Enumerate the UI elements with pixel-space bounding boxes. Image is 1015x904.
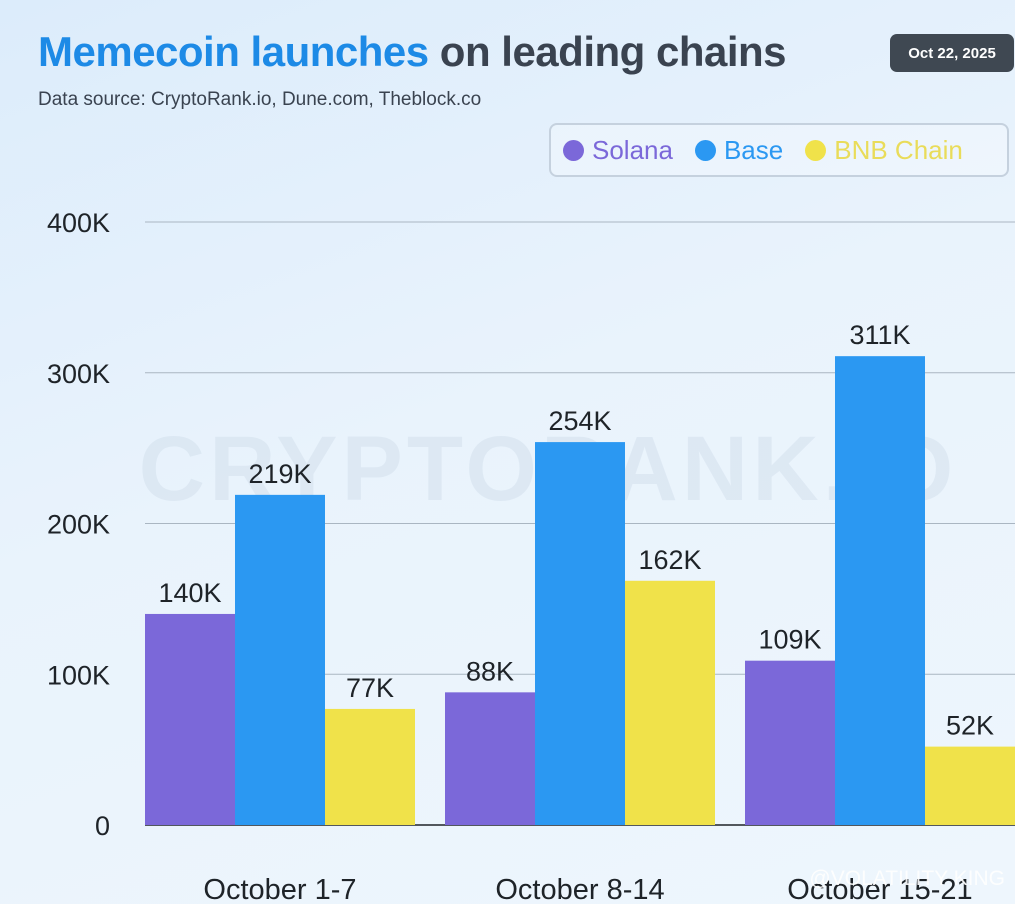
chart-legend: Solana Base BNB Chain xyxy=(549,123,1009,177)
bar-value-label: 77K xyxy=(346,673,394,703)
y-tick-label: 200K xyxy=(47,510,110,540)
x-category-label: October 1-7 xyxy=(203,874,356,904)
y-tick-label: 400K xyxy=(47,208,110,238)
y-tick-label: 0 xyxy=(95,811,110,841)
bar-base xyxy=(535,442,625,825)
bar-value-label: 311K xyxy=(849,320,910,350)
value-labels: 140K 219K 77K 88K 254K 162K 109K 311K 52K xyxy=(158,320,994,740)
bar-bnb-chain xyxy=(325,708,415,825)
legend-item-bnb-chain: BNB Chain xyxy=(805,135,963,166)
y-tick-label: 100K xyxy=(47,660,110,690)
bar-bnb-chain xyxy=(925,746,1015,825)
bar-base xyxy=(235,494,325,825)
y-axis: 0 100K 200K 300K 400K xyxy=(47,208,110,841)
bar-solana xyxy=(145,613,235,825)
x-category-label: October 8-14 xyxy=(495,874,664,904)
bar-value-label: 254K xyxy=(548,406,611,436)
bar-value-label: 219K xyxy=(248,459,311,489)
bar-bnb-chain xyxy=(625,580,715,825)
bar-value-label: 52K xyxy=(946,711,994,741)
date-badge: Oct 22, 2025 xyxy=(890,34,1014,72)
legend-swatch-solana xyxy=(563,139,584,161)
data-source-subtitle: Data source: CryptoRank.io, Dune.com, Th… xyxy=(38,89,482,110)
bars xyxy=(145,356,1015,825)
legend-item-base: Base xyxy=(694,134,784,166)
title-highlight: Memecoin launches xyxy=(38,28,429,75)
legend-label-base: Base xyxy=(723,134,784,165)
legend-label-bnb-chain: BNB Chain xyxy=(834,134,963,165)
legend-swatch-bnb-chain xyxy=(805,139,827,161)
x-axis: October 1-7 October 8-14 October 15-21 xyxy=(203,874,972,904)
legend-label-solana: Solana xyxy=(592,134,673,165)
bar-base xyxy=(835,356,925,825)
watermark-credit: @VOLATILITY KING xyxy=(809,867,1005,890)
x-category-label: October 15-21 xyxy=(787,874,972,904)
chart-title: Memecoin launches on leading chains xyxy=(38,28,787,76)
bar-value-label: 88K xyxy=(466,656,514,686)
legend-swatch-base xyxy=(694,139,716,161)
bar-value-label: 109K xyxy=(758,625,821,655)
bar-value-label: 140K xyxy=(158,578,221,608)
y-tick-label: 300K xyxy=(47,359,110,389)
legend-item-solana: Solana xyxy=(563,135,673,166)
title-rest: on leading chains xyxy=(439,28,787,75)
bar-value-label: 162K xyxy=(638,545,701,575)
bar-solana xyxy=(745,660,835,825)
bar-solana xyxy=(445,692,535,825)
